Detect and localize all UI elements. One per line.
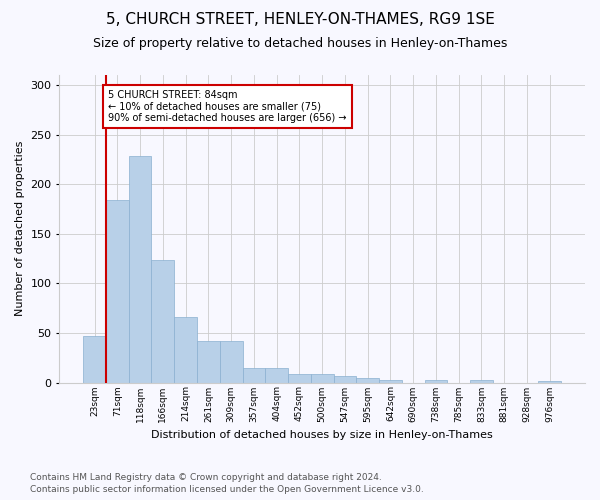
Text: 5, CHURCH STREET, HENLEY-ON-THAMES, RG9 1SE: 5, CHURCH STREET, HENLEY-ON-THAMES, RG9 …: [106, 12, 494, 28]
Bar: [83, 336, 106, 382]
Bar: [197, 341, 220, 382]
Bar: [151, 260, 174, 382]
Text: Size of property relative to detached houses in Henley-on-Thames: Size of property relative to detached ho…: [93, 38, 507, 51]
X-axis label: Distribution of detached houses by size in Henley-on-Thames: Distribution of detached houses by size …: [151, 430, 493, 440]
Bar: [334, 376, 356, 382]
Bar: [470, 380, 493, 382]
Text: 5 CHURCH STREET: 84sqm
← 10% of detached houses are smaller (75)
90% of semi-det: 5 CHURCH STREET: 84sqm ← 10% of detached…: [108, 90, 347, 123]
Bar: [129, 156, 151, 382]
Text: Contains public sector information licensed under the Open Government Licence v3: Contains public sector information licen…: [30, 485, 424, 494]
Bar: [106, 200, 129, 382]
Bar: [174, 317, 197, 382]
Text: Contains HM Land Registry data © Crown copyright and database right 2024.: Contains HM Land Registry data © Crown c…: [30, 474, 382, 482]
Y-axis label: Number of detached properties: Number of detached properties: [15, 141, 25, 316]
Bar: [288, 374, 311, 382]
Bar: [538, 380, 561, 382]
Bar: [220, 341, 242, 382]
Bar: [379, 380, 402, 382]
Bar: [356, 378, 379, 382]
Bar: [425, 380, 448, 382]
Bar: [265, 368, 288, 382]
Bar: [242, 368, 265, 382]
Bar: [311, 374, 334, 382]
